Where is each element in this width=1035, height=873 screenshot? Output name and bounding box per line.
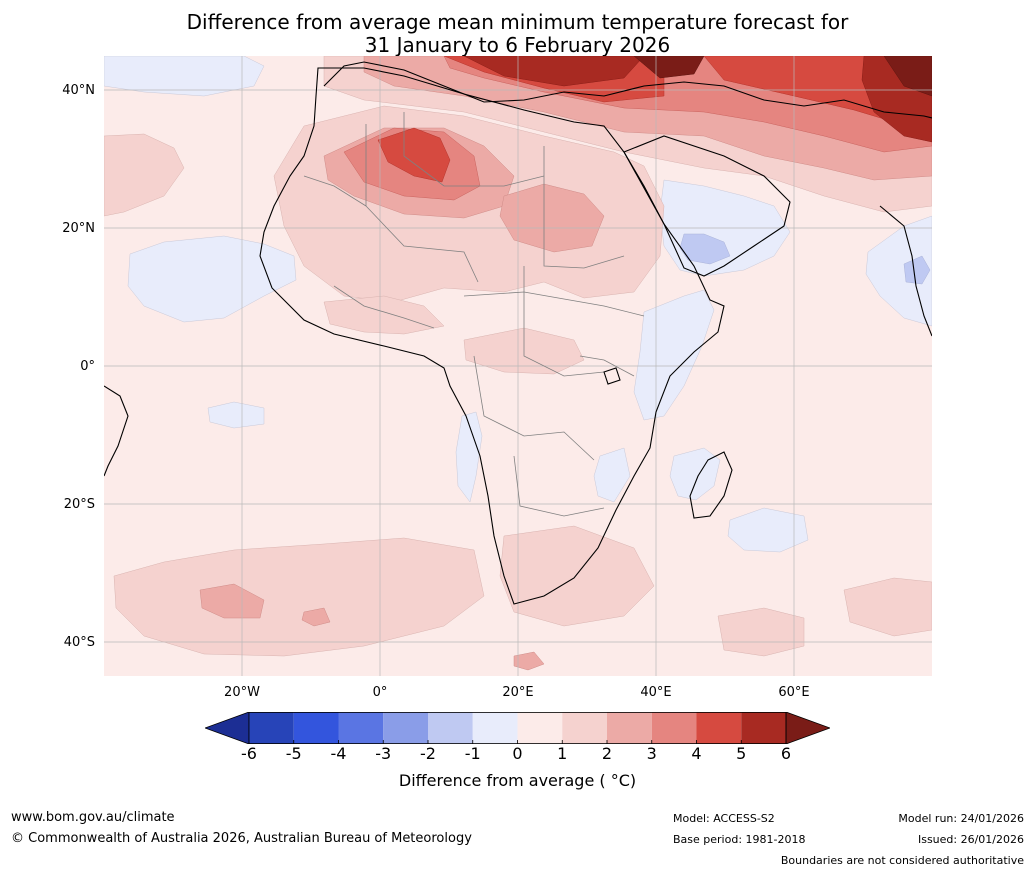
colorbar-tick-label: -3 bbox=[375, 744, 392, 763]
europe-coastline bbox=[323, 61, 932, 119]
colorbar-extend-high bbox=[785, 711, 832, 745]
anomaly-mozambique-cool bbox=[593, 447, 631, 503]
lake-victoria bbox=[603, 367, 621, 385]
anomaly-west-africa-warm bbox=[323, 295, 445, 335]
anomaly-india-cool bbox=[865, 215, 932, 327]
anomaly-far-east-warm bbox=[843, 577, 932, 637]
colorbar-segment bbox=[428, 712, 473, 744]
footer-url[interactable]: www.bom.gov.au/climate bbox=[11, 810, 175, 825]
lat-label-40s: 40°S bbox=[63, 635, 95, 650]
anomaly-south-atlantic-warm bbox=[113, 537, 485, 657]
anomaly-egypt-strong bbox=[499, 183, 605, 253]
anomaly-south-africa-strong bbox=[513, 651, 545, 671]
colorbar-tick-label: -5 bbox=[285, 744, 302, 763]
lon-label-60e: 60°E bbox=[778, 685, 810, 700]
colorbar-segment bbox=[472, 712, 518, 744]
colorbar-tick-label: 4 bbox=[691, 744, 702, 763]
lat-label-0: 0° bbox=[80, 359, 95, 374]
colorbar-tick-label: 3 bbox=[646, 744, 657, 763]
anomaly-arabia-cooler bbox=[679, 233, 731, 265]
anomaly-southern-africa-cool bbox=[455, 411, 483, 503]
footer-copyright: © Commonwealth of Australia 2026, Austra… bbox=[11, 831, 472, 846]
colorbar-tick-label: -2 bbox=[420, 744, 436, 763]
anomaly-sahara-core bbox=[377, 127, 451, 183]
colorbar-segment bbox=[651, 712, 697, 744]
chart-title-line-2: 31 January to 6 February 2026 bbox=[364, 33, 671, 57]
forecast-map bbox=[104, 56, 932, 676]
graticule bbox=[104, 56, 932, 676]
lon-label-40e: 40°E bbox=[640, 685, 672, 700]
lat-label-20n: 20°N bbox=[62, 221, 95, 236]
anomaly-atlantic-south-cool bbox=[207, 401, 265, 429]
colorbar-label: Difference from average ( °C) bbox=[398, 771, 637, 790]
anomaly-atlantic-west-cool bbox=[127, 235, 297, 323]
anomaly-south-africa-warm bbox=[499, 525, 655, 627]
colorbar-segment bbox=[338, 712, 384, 744]
colorbar-tick-label: 2 bbox=[601, 744, 613, 763]
colorbar-segment bbox=[741, 712, 786, 744]
anomaly-east-africa-cool bbox=[633, 289, 715, 421]
anomaly-ocean-north-cool bbox=[104, 56, 265, 97]
india-coastline bbox=[879, 205, 932, 337]
colorbar-segment bbox=[562, 712, 607, 744]
lon-label-20e: 20°E bbox=[502, 685, 534, 700]
madagascar-coastline bbox=[689, 451, 733, 519]
anomaly-europe-extreme bbox=[463, 56, 645, 87]
colorbar-segment bbox=[293, 712, 339, 744]
colorbar-tick-label: 0 bbox=[512, 744, 523, 763]
chart-title-line-1: Difference from average mean minimum tem… bbox=[186, 10, 849, 34]
colorbar bbox=[203, 711, 832, 745]
anomaly-south-atlantic-strong bbox=[199, 583, 265, 619]
anomaly-india-cooler bbox=[903, 255, 931, 285]
anomaly-atlantic-west-warm bbox=[104, 133, 185, 217]
country-borders bbox=[303, 112, 645, 517]
anomaly-central-asia-max bbox=[883, 56, 932, 97]
lat-label-20s: 20°S bbox=[63, 497, 95, 512]
colorbar-segment bbox=[383, 712, 428, 744]
footer-issued: Issued: 26/01/2026 bbox=[917, 833, 1024, 846]
colorbar-tick-label: -6 bbox=[241, 744, 257, 763]
colorbar-segment bbox=[249, 712, 294, 744]
colorbar-tick-label: 1 bbox=[557, 744, 568, 763]
lat-label-40n-outer: 40°N bbox=[62, 83, 95, 98]
south-america-coastline bbox=[104, 385, 129, 477]
colorbar-extend-low bbox=[203, 711, 250, 745]
colorbar-tick-label: 6 bbox=[780, 744, 792, 763]
footer-model-run: Model run: 24/01/2026 bbox=[898, 812, 1024, 825]
anomaly-caspian-max bbox=[633, 56, 705, 79]
lon-label-0: 0° bbox=[372, 685, 388, 700]
arabia-coastline bbox=[623, 135, 791, 277]
anomaly-south-small-strong bbox=[301, 607, 331, 627]
colorbar-tick-label: 5 bbox=[736, 744, 747, 763]
coastlines bbox=[104, 61, 932, 605]
colorbar-tick-label: -4 bbox=[330, 744, 347, 763]
colorbar-segment bbox=[696, 712, 742, 744]
anomaly-indian-ocean-warm bbox=[717, 607, 805, 657]
colorbar-segment bbox=[607, 712, 652, 744]
colorbar-tick-label: -1 bbox=[464, 744, 481, 763]
footer-model: Model: ACCESS-S2 bbox=[673, 812, 775, 825]
colorbar-segment bbox=[517, 712, 563, 744]
lon-label-20w: 20°W bbox=[224, 685, 260, 700]
footer-boundaries-note: Boundaries are not considered authoritat… bbox=[780, 854, 1024, 867]
footer-base-period: Base period: 1981-2018 bbox=[673, 833, 806, 846]
